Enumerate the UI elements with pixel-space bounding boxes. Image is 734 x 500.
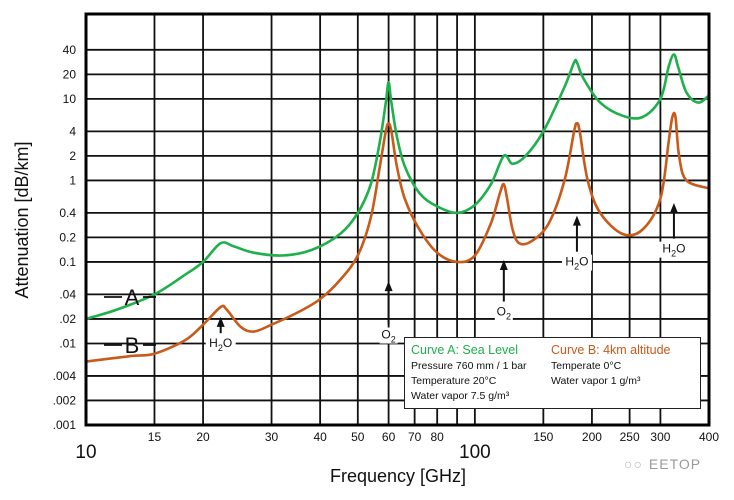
annotation-h2o: H2O: [658, 202, 689, 259]
x-tick-label: 100: [459, 442, 491, 463]
x-tick-label: 150: [533, 430, 553, 444]
series: [84, 53, 711, 363]
y-tick-label: 2: [69, 149, 76, 163]
x-tick-label: 50: [351, 430, 365, 444]
annotation-h2o: H2O: [561, 215, 592, 272]
annotation-label: O2: [497, 305, 511, 322]
legend-b-line: Water vapor 1 g/m³: [551, 375, 641, 387]
annotation-label: H2O: [209, 336, 232, 353]
x-tick-label: 60: [382, 430, 396, 444]
x-tick-label: 10: [75, 442, 96, 463]
y-tick-label: 40: [63, 43, 77, 57]
y-tick-label: 1: [69, 173, 76, 187]
series-curve-a: [84, 53, 711, 321]
y-tick-label: 0.4: [59, 206, 76, 220]
y-tick-label: .02: [59, 312, 76, 326]
annotation-o2: O2: [379, 281, 398, 345]
y-tick-label: .01: [59, 336, 76, 350]
annotation-label: H2O: [662, 242, 685, 259]
legend-a-line: Water vapor 7.5 g/m³: [411, 390, 510, 402]
x-tick-label: 400: [699, 430, 719, 444]
arrow-up-icon: [572, 215, 581, 226]
plot-border: [84, 12, 711, 427]
annotation-label-bg: [205, 336, 236, 353]
y-tick-label: .004: [53, 369, 77, 383]
y-tick-label: 4: [69, 124, 76, 138]
legend: Curve A: Sea Level Pressure 760 mm / 1 b…: [404, 337, 701, 409]
legend-curve-a: Curve A: Sea Level Pressure 760 mm / 1 b…: [411, 343, 527, 404]
series-curve-b: [84, 111, 711, 363]
annotation-h2o: H2O: [205, 316, 236, 353]
arrow-up-icon: [384, 281, 393, 292]
y-axis-ticks: 40 20 10 4 2 1 0.4 0.2 0.1 .04 .02 .01 .004 .002 .001: [53, 43, 77, 432]
annotation-label-bg: [379, 327, 398, 344]
x-tick-label: 300: [650, 430, 670, 444]
curve-letter-b: B: [125, 333, 140, 358]
x-tick-label: 250: [620, 430, 640, 444]
legend-b-line: Temperate 0°C: [551, 360, 622, 372]
arrow-up-icon: [499, 259, 508, 270]
x-tick-label: 80: [431, 430, 445, 444]
annotation-label-bg: [561, 254, 592, 271]
curve-label-a: A: [104, 285, 156, 310]
annotations: H2O O2 O2 H2O H2O: [205, 202, 689, 353]
arrow-up-icon: [216, 316, 225, 327]
annotation-label: H2O: [565, 255, 588, 272]
x-tick-label: 70: [408, 430, 422, 444]
y-tick-label: 20: [63, 67, 77, 81]
legend-curve-b: Curve B: 4km altitude Temperate 0°C Wate…: [551, 343, 671, 389]
x-tick-label: 200: [582, 430, 602, 444]
y-tick-label: 0.1: [59, 255, 76, 269]
curve-letter-a: A: [125, 285, 140, 310]
y-tick-label: 10: [63, 92, 77, 106]
x-axis-ticks: 10 15 20 30 40 50 60 70 80 100 150 200 250 300 400: [75, 430, 719, 463]
y-axis-label: Attenuation [dB/km]: [12, 141, 32, 298]
annotation-label-bg: [494, 304, 513, 321]
annotation-label-bg: [658, 241, 689, 258]
annotation-o2: O2: [494, 259, 513, 322]
y-tick-label: .04: [59, 287, 76, 301]
x-tick-label: 15: [148, 430, 162, 444]
watermark: ○○ EETOP: [624, 456, 701, 472]
legend-title-b: Curve B: 4km altitude: [551, 343, 671, 357]
x-tick-label: 30: [265, 430, 279, 444]
y-tick-label: .002: [53, 393, 77, 407]
x-axis-label: Frequency [GHz]: [330, 466, 466, 486]
wechat-icon: ○○: [624, 456, 643, 472]
legend-a-line: Pressure 760 mm / 1 bar: [411, 360, 527, 372]
x-tick-label: 20: [196, 430, 210, 444]
arrow-up-icon: [669, 202, 678, 213]
legend-title-a: Curve A: Sea Level: [411, 343, 519, 357]
y-tick-label: .001: [53, 418, 77, 432]
legend-a-line: Temperature 20°C: [411, 375, 497, 387]
annotation-label: O2: [381, 328, 395, 345]
y-tick-label: 0.2: [59, 230, 76, 244]
x-tick-label: 40: [313, 430, 327, 444]
curve-label-b: B: [104, 333, 156, 358]
watermark-text: EETOP: [648, 456, 702, 472]
